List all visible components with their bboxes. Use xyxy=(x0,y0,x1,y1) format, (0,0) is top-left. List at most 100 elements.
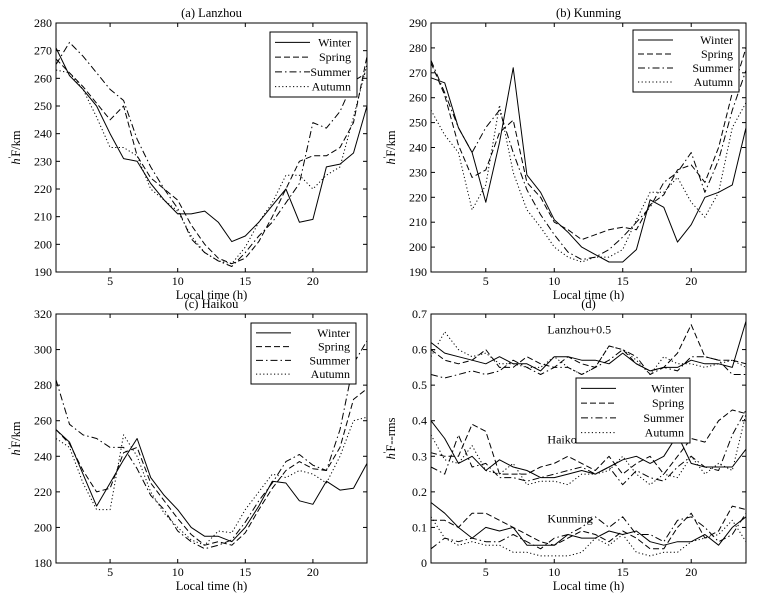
series-line-summer-2 xyxy=(430,409,747,486)
x-axis-label: Local time (h) xyxy=(553,579,625,593)
series-line-spring-2 xyxy=(430,409,747,475)
chart-title: (b) Kunming xyxy=(556,6,622,20)
y-tick-label: 240 xyxy=(409,141,427,155)
series-line-winter xyxy=(430,67,747,263)
plot-frame xyxy=(430,313,747,564)
y-tick-label: 0.5 xyxy=(412,378,427,392)
legend-label-autumn: Autumn xyxy=(311,367,350,381)
series-line-spring xyxy=(55,56,368,265)
series-line-autumn xyxy=(430,102,747,263)
x-tick-label: 10 xyxy=(172,565,184,579)
y-tick-label: 270 xyxy=(34,44,52,58)
legend-label-winter: Winter xyxy=(317,326,350,340)
y-tick-label: 240 xyxy=(34,449,52,463)
y-tick-label: 0.7 xyxy=(412,307,427,321)
series-line-summer xyxy=(55,340,368,550)
series-line-winter-3 xyxy=(430,502,747,546)
annotation-label: Kunming xyxy=(547,511,592,525)
y-axis-label: h'F/km xyxy=(7,130,23,165)
y-tick-label: 280 xyxy=(34,16,52,30)
x-tick-label: 10 xyxy=(172,274,184,288)
y-axis-label: h'F--rms xyxy=(382,417,398,459)
series-line-autumn-1 xyxy=(430,331,747,375)
legend-label-winter: Winter xyxy=(651,381,684,395)
x-tick-label: 10 xyxy=(548,274,560,288)
chart-title: (c) Haikou xyxy=(185,297,240,311)
legend-label-autumn: Autumn xyxy=(645,426,684,440)
y-tick-label: 0.2 xyxy=(412,485,427,499)
series-line-summer-1 xyxy=(430,349,746,379)
y-tick-label: 200 xyxy=(409,240,427,254)
x-tick-label: 5 xyxy=(483,274,489,288)
series-line-spring-3 xyxy=(431,505,747,550)
legend-label-winter: Winter xyxy=(318,35,351,49)
x-tick-label: 20 xyxy=(307,565,319,579)
y-tick-label: 260 xyxy=(409,91,427,105)
legend-label-spring: Spring xyxy=(652,396,684,410)
legend-label-winter: Winter xyxy=(700,33,733,47)
y-tick-label: 280 xyxy=(409,41,427,55)
y-tick-label: 260 xyxy=(34,414,52,428)
y-tick-label: 280 xyxy=(34,378,52,392)
y-tick-label: 220 xyxy=(34,485,52,499)
legend-label-summer: Summer xyxy=(692,61,733,75)
panel-a: 5 10 15 20 190 200 210 220 230 240 250 260 270 280 (a)… xyxy=(7,6,368,302)
series-line-autumn xyxy=(55,64,368,265)
y-tick-label: 230 xyxy=(409,165,427,179)
y-tick-label: 210 xyxy=(34,210,52,224)
chart-title: (a) Lanzhou xyxy=(181,6,242,20)
legend-label-spring: Spring xyxy=(318,340,350,354)
x-tick-label: 20 xyxy=(685,565,697,579)
panel-c: 5 10 15 20 180 200 220 240 260 280 300 320 (c) Haiko… xyxy=(7,297,368,593)
plot-frame xyxy=(55,22,368,273)
x-tick-label: 15 xyxy=(239,274,251,288)
x-tick-label: 20 xyxy=(307,274,319,288)
y-tick-label: 190 xyxy=(34,265,52,279)
y-tick-label: 0.1 xyxy=(412,520,427,534)
x-axis-label: Local time (h) xyxy=(553,288,625,302)
y-tick-label: 220 xyxy=(409,190,427,204)
x-tick-label: 5 xyxy=(107,565,113,579)
legend-label-summer: Summer xyxy=(309,353,350,367)
series-line-summer-3 xyxy=(430,512,747,550)
x-axis-label: Local time (h) xyxy=(176,288,248,302)
y-tick-label: 290 xyxy=(409,16,427,30)
y-tick-label: 190 xyxy=(409,265,427,279)
panel-b: 5 10 15 20 190 200 210 220 230 240 250 260 270 280 290… xyxy=(382,6,747,302)
annotation-label: Lanzhou+0.5 xyxy=(547,323,611,337)
legend-label-autumn: Autumn xyxy=(312,80,351,94)
series-line-spring-1 xyxy=(430,324,747,372)
y-tick-label: 260 xyxy=(34,71,52,85)
y-tick-label: 0.4 xyxy=(412,414,427,428)
series-line-summer xyxy=(55,41,368,267)
legend-label-summer: Summer xyxy=(310,65,351,79)
y-tick-label: 200 xyxy=(34,520,52,534)
y-tick-label: 180 xyxy=(34,556,52,570)
y-tick-label: 0 xyxy=(421,556,427,570)
series-line-winter xyxy=(55,47,368,243)
y-tick-label: 220 xyxy=(34,182,52,196)
series-line-spring xyxy=(430,47,747,241)
chart-title: (d) xyxy=(581,297,596,311)
x-tick-label: 15 xyxy=(617,565,629,579)
y-axis-label: h'F/km xyxy=(382,130,398,165)
y-tick-label: 210 xyxy=(409,215,427,229)
y-tick-label: 0.6 xyxy=(412,343,427,357)
series-line-winter-1 xyxy=(430,320,747,372)
series-line-winter xyxy=(55,429,368,543)
y-tick-label: 200 xyxy=(34,237,52,251)
x-tick-label: 20 xyxy=(685,274,697,288)
x-tick-label: 15 xyxy=(239,565,251,579)
y-tick-label: 0.3 xyxy=(412,449,427,463)
legend-label-spring: Spring xyxy=(701,47,733,61)
y-tick-label: 250 xyxy=(34,99,52,113)
y-tick-label: 270 xyxy=(409,66,427,80)
x-tick-label: 10 xyxy=(548,565,560,579)
series-line-autumn-2 xyxy=(430,413,747,486)
x-tick-label: 5 xyxy=(107,274,113,288)
series-line-spring xyxy=(55,388,368,546)
